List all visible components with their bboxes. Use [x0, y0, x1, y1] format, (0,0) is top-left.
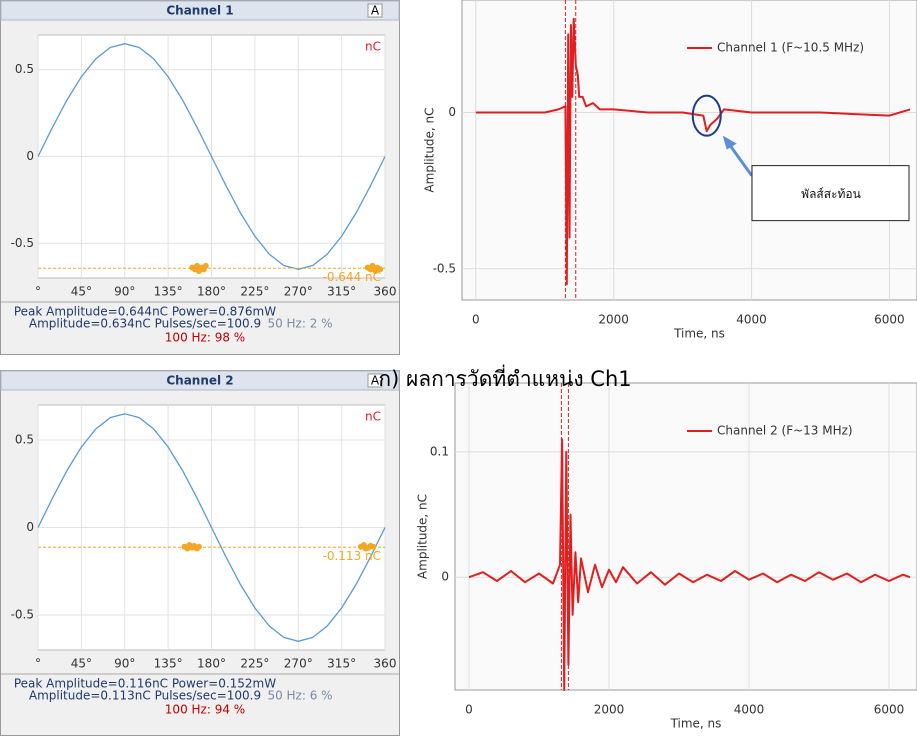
y-tick-label: -0.5	[11, 608, 34, 622]
x-tick-label: 2000	[594, 703, 625, 717]
x-tick-label: 360	[374, 285, 397, 299]
y-tick-label: 0.5	[15, 433, 34, 447]
x-tick-label: 4000	[736, 313, 767, 327]
x-tick-label: 270°	[284, 285, 313, 299]
highlight-ellipse	[691, 94, 722, 137]
stats-line: Peak Amplitude=0.644nC Power=0.876mW	[14, 305, 276, 319]
header-bar	[0, 370, 400, 391]
pulse-point	[370, 543, 377, 550]
x-tick-label: 135°	[154, 657, 183, 671]
x-axis-label: Time, ns	[673, 327, 725, 341]
x-tick-label: 90°	[114, 657, 135, 671]
y-tick-label: 0.5	[15, 62, 34, 76]
x-tick-label: °	[35, 657, 41, 671]
x-tick-label: 6000	[874, 703, 905, 717]
hz50-label: 50 Hz: 2 %	[267, 317, 332, 331]
pulse-point	[195, 543, 202, 550]
trace	[468, 438, 911, 691]
x-tick-label: 4000	[734, 703, 765, 717]
y-tick-label: 0.1	[430, 444, 449, 458]
x-tick-label: 0	[472, 313, 480, 327]
x-tick-label: 0	[465, 703, 473, 717]
x-tick-label: 180°	[197, 657, 226, 671]
arrow	[727, 142, 753, 177]
stats-line: Amplitude=0.113nC Pulses/sec=100.9	[29, 689, 261, 703]
x-tick-label: 135°	[154, 285, 183, 299]
plot-area	[461, 0, 917, 301]
annotation: พัลส์สะท้อน	[801, 187, 861, 201]
corner-button[interactable]	[367, 373, 383, 388]
y-tick-label: 0	[26, 149, 34, 163]
sine-curve	[37, 43, 386, 270]
y-tick-label: -0.5	[433, 261, 456, 275]
trace	[475, 17, 911, 286]
legend-label: Channel 2 (F~13 MHz)	[717, 424, 853, 438]
x-tick-label: 315°	[327, 285, 356, 299]
x-tick-label: °	[35, 285, 41, 299]
x-tick-label: 225°	[240, 657, 269, 671]
pulse-point	[202, 262, 209, 269]
hz50-label: 50 Hz: 6 %	[267, 689, 332, 703]
hz100-label: 100 Hz: 94 %	[165, 703, 245, 717]
y-tick-label: 0	[441, 570, 449, 584]
pulse-point	[194, 262, 201, 269]
pulse-point	[377, 266, 384, 273]
y-axis-label: Amplitude, nC	[416, 494, 430, 579]
x-tick-label: 45°	[71, 285, 92, 299]
x-tick-label: 45°	[71, 657, 92, 671]
header-bar	[0, 0, 400, 21]
stats-line: Amplitude=0.634nC Pulses/sec=100.9	[29, 317, 261, 331]
x-tick-label: 2000	[598, 313, 629, 327]
pulse-point	[369, 262, 376, 269]
x-tick-label: 225°	[240, 285, 269, 299]
x-tick-label: 180°	[197, 285, 226, 299]
annotation-box	[751, 165, 910, 222]
threshold-label: -0.644 nC	[323, 270, 381, 284]
y-tick-label: 0	[26, 520, 34, 534]
y-axis-label: Amplitude, nC	[423, 107, 437, 192]
caption: ก) ผลการวัดที่ตำแหน่ง Ch1	[378, 364, 631, 391]
x-tick-label: 90°	[114, 285, 135, 299]
threshold-label: -0.113 nC	[323, 549, 381, 563]
x-tick-label: 360	[374, 657, 397, 671]
corner-label[interactable]: A	[371, 374, 380, 388]
legend-label: Channel 1 (F~10.5 MHz)	[717, 41, 864, 55]
hz100-label: 100 Hz: 98 %	[165, 331, 245, 345]
panel-title: Channel 2	[166, 374, 233, 388]
panel-title: Channel 1	[166, 4, 233, 18]
y-tick-label: -0.5	[11, 236, 34, 250]
y-tick-label: 0	[448, 105, 456, 119]
x-tick-label: 6000	[874, 313, 905, 327]
x-tick-label: 315°	[327, 657, 356, 671]
sine-curve	[37, 413, 386, 642]
x-tick-label: 270°	[284, 657, 313, 671]
arrow-head	[722, 135, 737, 150]
unit-label: nC	[365, 410, 381, 424]
x-axis-label: Time, ns	[670, 717, 722, 731]
stats-line: Peak Amplitude=0.116nC Power=0.152mW	[14, 677, 276, 691]
corner-label[interactable]: A	[371, 4, 380, 18]
corner-button[interactable]	[367, 3, 383, 18]
unit-label: nC	[365, 40, 381, 54]
plot-area	[454, 382, 917, 691]
